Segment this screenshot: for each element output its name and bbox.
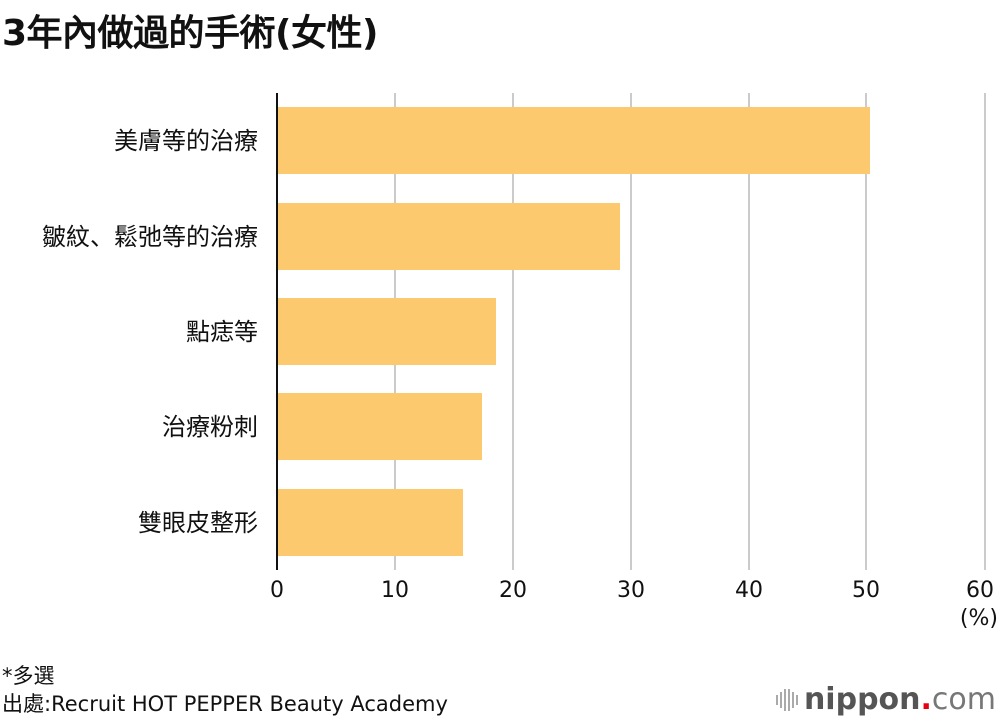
- footnote: *多選: [2, 664, 55, 688]
- x-tick-label: 50: [852, 578, 880, 603]
- category-label: 皺紋、鬆弛等的治療: [42, 223, 258, 251]
- bar-1: [278, 203, 620, 270]
- logo-text: nippon.com: [803, 682, 996, 717]
- y-axis-line: [276, 93, 278, 570]
- nippon-logo: nippon.com: [775, 682, 996, 717]
- category-label: 治療粉刺: [162, 413, 258, 441]
- gridline-40: [748, 93, 750, 570]
- category-label: 雙眼皮整形: [138, 509, 258, 537]
- gridline-60: [984, 93, 986, 570]
- sound-bars-icon: [775, 688, 798, 712]
- bar-3: [278, 393, 483, 460]
- gridline-20: [512, 93, 514, 570]
- x-tick-label: 10: [381, 578, 409, 603]
- category-label: 美膚等的治療: [114, 127, 258, 155]
- bar-2: [278, 298, 497, 365]
- bar-0: [278, 107, 870, 174]
- x-axis-unit: (%): [959, 606, 998, 631]
- x-tick-label: 20: [499, 578, 527, 603]
- bar-4: [278, 489, 464, 556]
- gridline-50: [865, 93, 867, 570]
- x-tick-label: 40: [735, 578, 763, 603]
- gridline-30: [630, 93, 632, 570]
- x-tick-label: 0: [270, 578, 284, 603]
- x-tick-label: 60: [966, 578, 994, 603]
- source-note: 出處:Recruit HOT PEPPER Beauty Academy: [2, 692, 448, 716]
- bar-chart: 美膚等的治療 皺紋、鬆弛等的治療 點痣等 治療粉刺 雙眼皮整形 0 10 20 …: [42, 93, 998, 631]
- x-tick-label: 30: [617, 578, 645, 603]
- category-label: 點痣等: [186, 318, 258, 346]
- chart-title: 3年內做過的手術(女性): [2, 13, 378, 54]
